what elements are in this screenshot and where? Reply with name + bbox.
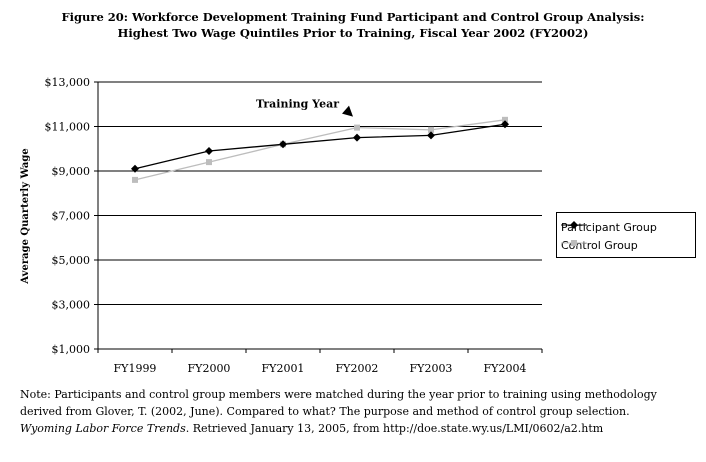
note-journal-title: Wyoming Labor Force Trends	[20, 422, 186, 435]
y-tick-label: $1,000	[52, 343, 91, 356]
control-swatch-icon	[561, 240, 587, 246]
note-line1: Note: Participants and control group mem…	[20, 388, 657, 401]
y-tick-label: $13,000	[45, 76, 91, 89]
x-tick-label: FY2002	[336, 362, 379, 375]
legend-label-participant: Participant Group	[561, 220, 657, 234]
x-tick-label: FY1999	[114, 362, 157, 375]
participant-point	[427, 131, 435, 140]
control-point	[206, 159, 212, 166]
note-line2: derived from Glover, T. (2002, June). Co…	[20, 405, 630, 418]
legend-label-control: Control Group	[561, 238, 638, 252]
chart-title-line1: Figure 20: Workforce Development Trainin…	[61, 10, 645, 24]
control-point	[354, 124, 360, 131]
participant-point	[353, 133, 361, 142]
x-tick-label: FY2000	[188, 362, 231, 375]
note-retrieval: . Retrieved January 13, 2005, from http:…	[185, 422, 604, 435]
participant-point	[501, 120, 509, 129]
legend: Participant Group Control Group	[556, 212, 696, 258]
y-tick-label: $5,000	[52, 254, 91, 267]
note-line3: Wyoming Labor Force Trends. Retrieved Ja…	[20, 420, 700, 437]
participant-point	[279, 140, 287, 149]
series-line-participant	[134, 123, 506, 170]
x-tick-label: FY2003	[410, 362, 453, 375]
y-tick-label: $3,000	[52, 299, 91, 312]
note: Note: Participants and control group mem…	[20, 386, 700, 437]
y-tick-label: $7,000	[52, 210, 91, 223]
x-tick-label: FY2001	[262, 362, 305, 375]
legend-item-participant: Participant Group	[561, 219, 657, 235]
y-axis-label: Average Quarterly Wage	[20, 148, 31, 284]
control-point	[502, 116, 508, 123]
participant-point	[131, 164, 139, 173]
control-point	[428, 126, 434, 133]
control-point	[132, 176, 138, 183]
chart-title-line2: Highest Two Wage Quintiles Prior to Trai…	[117, 26, 589, 40]
annotation-arrow-icon	[342, 105, 353, 117]
y-tick-label: $11,000	[45, 121, 91, 134]
annotation-training-year: Training Year	[256, 98, 339, 111]
series-line-control	[134, 119, 506, 181]
y-tick-label: $9,000	[52, 165, 91, 178]
legend-item-control: Control Group	[561, 237, 638, 253]
participant-point	[205, 146, 213, 155]
x-tick-label: FY2004	[484, 362, 527, 375]
participant-swatch-icon	[561, 221, 587, 229]
